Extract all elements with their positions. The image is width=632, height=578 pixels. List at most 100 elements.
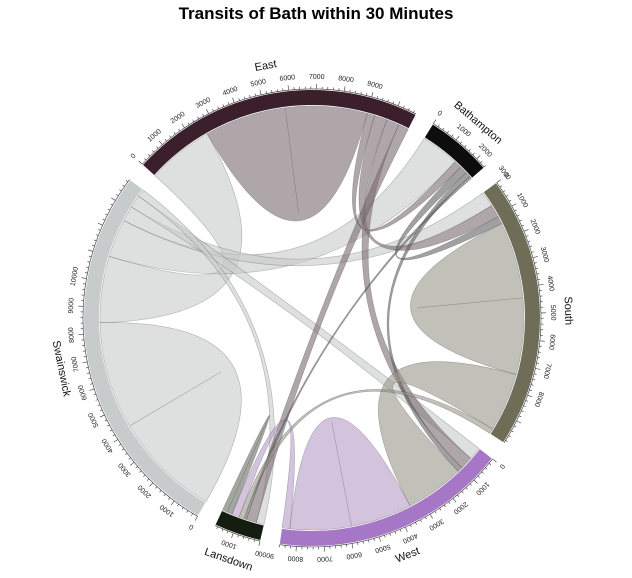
- tick-mark: [89, 388, 95, 391]
- tick-mark: [221, 528, 224, 532]
- ribbon-east-to-east: [206, 105, 368, 222]
- tick-mark: [232, 97, 235, 103]
- tick-mark: [518, 415, 522, 418]
- tick-mark: [88, 249, 93, 252]
- tick-mark: [177, 504, 179, 507]
- tick-label: 7000: [542, 363, 552, 380]
- ribbon-bathampton-to-south: [395, 166, 503, 261]
- tick-mark: [112, 434, 116, 437]
- sector-label-swainswick: Swainswick: [50, 340, 73, 399]
- tick-mark: [197, 116, 200, 120]
- tick-mark: [88, 255, 92, 258]
- tick-label: 5000: [87, 411, 100, 428]
- ribbon-south-to-lansdown: [238, 389, 493, 520]
- tick-mark: [531, 251, 534, 253]
- tick-mark: [392, 101, 395, 104]
- tick-mark: [121, 448, 125, 451]
- tick-mark: [130, 461, 135, 466]
- tick-mark: [472, 152, 475, 156]
- ribbon-bathampton-to-lansdown: [243, 175, 472, 520]
- tick-mark: [534, 373, 537, 375]
- tick-mark: [378, 536, 381, 542]
- tick-mark: [99, 414, 105, 418]
- tick-mark: [460, 141, 463, 144]
- tick-mark: [243, 96, 246, 100]
- tick-mark: [492, 458, 497, 463]
- tick-mark: [164, 138, 167, 142]
- tick-mark: [139, 470, 142, 473]
- tick-mark: [389, 533, 391, 536]
- tick-mark: [424, 516, 427, 520]
- tick-label: 4000: [101, 437, 115, 454]
- tick-mark: [158, 140, 163, 145]
- tick-mark: [532, 378, 536, 381]
- tick-mark: [523, 405, 526, 407]
- tick-label: 3000: [195, 97, 212, 110]
- tick-label: 1000: [221, 538, 238, 550]
- tick-mark: [144, 158, 147, 161]
- sector-label-east: East: [254, 58, 278, 74]
- tick-mark: [429, 514, 433, 519]
- tick-label: 5000: [250, 78, 267, 88]
- tick-mark: [448, 501, 451, 504]
- tick-mark: [525, 235, 529, 237]
- tick-mark: [535, 267, 539, 269]
- tick-mark: [178, 128, 181, 132]
- tick-mark: [226, 530, 229, 534]
- tick-mark: [107, 424, 110, 427]
- tick-mark: [527, 394, 533, 398]
- ribbon-west-to-west: [289, 417, 411, 531]
- tick-mark: [238, 98, 240, 101]
- tick-mark: [125, 453, 128, 456]
- tick-mark: [186, 510, 189, 513]
- tick-mark: [464, 145, 467, 148]
- tick-mark: [254, 93, 256, 97]
- tick-mark: [344, 86, 346, 92]
- tick-mark: [437, 124, 440, 127]
- tick-mark: [155, 486, 158, 489]
- tick-label: 9000: [258, 549, 275, 559]
- sector-arc-bathampton: [424, 124, 484, 178]
- tick-label: 4000: [401, 531, 418, 544]
- tick-label: 6000: [346, 550, 363, 560]
- tick-mark: [113, 439, 119, 443]
- tick-mark: [519, 219, 522, 222]
- tick-label: 0: [255, 549, 260, 557]
- tick-mark: [212, 108, 214, 112]
- tick-label: 7000: [317, 554, 333, 562]
- tick-mark: [451, 134, 454, 137]
- tick-mark: [287, 85, 289, 91]
- tick-mark: [85, 367, 89, 369]
- tick-mark: [97, 404, 101, 406]
- tick-label: 2000: [529, 218, 541, 235]
- tick-mark: [415, 522, 417, 525]
- tick-label: 3000: [117, 461, 132, 478]
- tick-mark: [242, 536, 245, 540]
- tick-mark: [86, 266, 89, 268]
- tick-mark: [365, 93, 368, 96]
- tick-mark: [465, 487, 468, 490]
- tick-mark: [360, 91, 362, 95]
- tick-mark: [191, 513, 193, 516]
- tick-label: 6000: [279, 74, 295, 83]
- tick-mark: [443, 504, 446, 508]
- tick-mark: [90, 383, 93, 385]
- tick-mark: [481, 471, 484, 474]
- tick-mark: [371, 92, 374, 97]
- tick-mark: [102, 218, 106, 221]
- tick-mark: [399, 529, 402, 532]
- tick-mark: [202, 113, 204, 117]
- tick-label: 0: [130, 153, 138, 161]
- tick-mark: [169, 135, 172, 138]
- tick-mark: [508, 435, 511, 438]
- tick-mark: [488, 463, 492, 466]
- tick-mark: [439, 508, 442, 511]
- tick-mark: [505, 440, 508, 442]
- tick-mark: [109, 429, 113, 432]
- tick-mark: [187, 122, 190, 125]
- tick-mark: [384, 535, 386, 538]
- tick-mark: [457, 494, 460, 498]
- tick-label: 7000: [71, 356, 81, 373]
- tick-mark: [496, 179, 501, 183]
- tick-mark: [97, 222, 103, 226]
